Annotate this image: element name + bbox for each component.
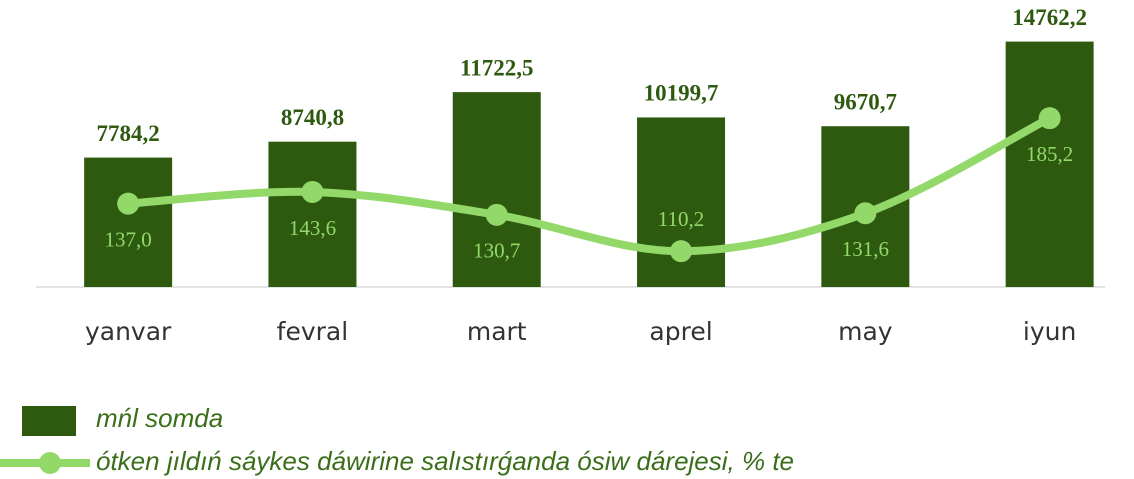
- value-label: 14762,2: [1012, 5, 1087, 30]
- value-label: 8740,8: [281, 105, 344, 130]
- value-label: 130,7: [473, 239, 520, 263]
- bar: [268, 141, 357, 287]
- x-tick-label: iyun: [1023, 317, 1076, 346]
- value-label: 10199,7: [644, 81, 719, 106]
- bar: [84, 157, 173, 287]
- line: [124, 114, 1054, 256]
- x-tick-label: may: [838, 317, 893, 346]
- line-marker: [485, 203, 508, 226]
- bar: [452, 92, 541, 287]
- value-label: 143,6: [289, 216, 336, 240]
- value-label: 9670,7: [834, 90, 897, 115]
- value-label: 110,2: [658, 207, 704, 231]
- line-marker: [670, 240, 693, 263]
- legend-swatch: [39, 452, 61, 474]
- value-label: 185,2: [1026, 142, 1073, 166]
- line-marker: [1038, 107, 1061, 130]
- x-tick-label: aprel: [649, 317, 712, 346]
- line-marker: [117, 192, 140, 215]
- legend-swatch: [22, 406, 76, 436]
- value-label: 131,6: [842, 237, 889, 261]
- line-marker: [301, 180, 324, 203]
- line-marker: [854, 202, 877, 225]
- x-tick-label: mart: [467, 317, 527, 346]
- bar: [1005, 41, 1094, 287]
- x-tick-label: fevral: [277, 317, 349, 346]
- value-label: 11722,5: [460, 55, 533, 80]
- value-label: 137,0: [105, 227, 152, 251]
- legend-label: ótken jıldıń sáykes dáwirine salıstırǵan…: [96, 446, 794, 476]
- x-tick-label: yanvar: [85, 317, 172, 346]
- value-label: 7784,2: [97, 121, 160, 146]
- legend-label: mńl somda: [96, 403, 223, 433]
